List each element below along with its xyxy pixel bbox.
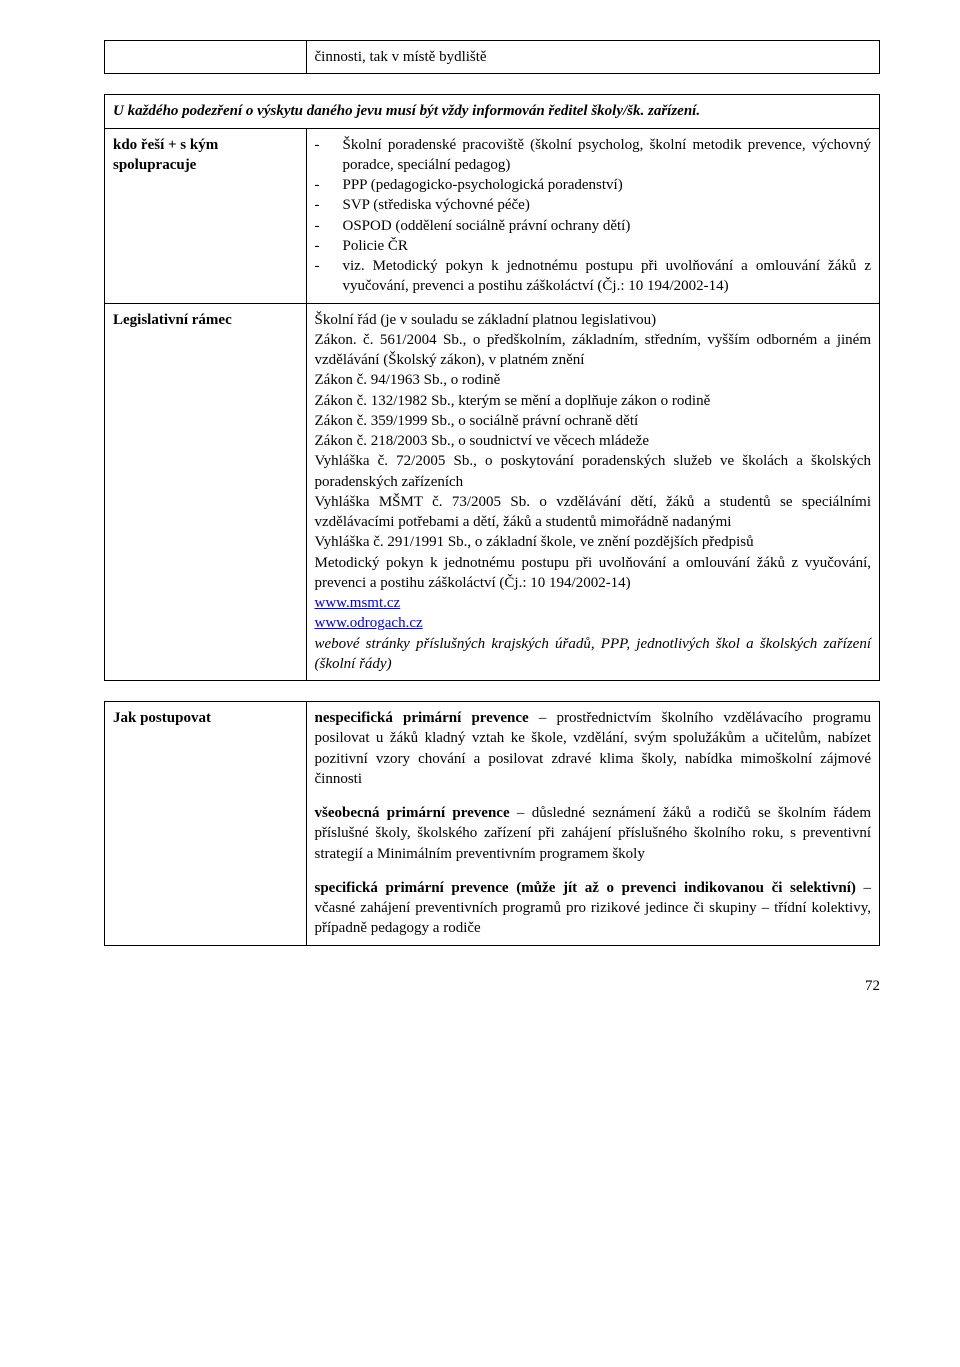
leg-line: Zákon č. 359/1999 Sb., o sociálně právní… xyxy=(315,411,872,431)
link-odrogach[interactable]: www.odrogach.cz xyxy=(315,615,423,631)
legislativa-label: Legislativní rámec xyxy=(105,303,307,681)
jak-para-3: specifická primární prevence (může jít a… xyxy=(315,878,872,939)
leg-link-line: www.odrogach.cz xyxy=(315,613,872,633)
list-item: Školní poradenské pracoviště (školní psy… xyxy=(315,135,872,176)
intro-text: U každého podezření o výskytu daného jev… xyxy=(113,103,700,119)
leg-line: Zákon č. 94/1963 Sb., o rodině xyxy=(315,370,872,390)
jak-para-1: nespecifická primární prevence – prostře… xyxy=(315,708,872,789)
leg-line: Zákon č. 218/2003 Sb., o soudnictví ve v… xyxy=(315,431,872,451)
list-item: Policie ČR xyxy=(315,236,872,256)
row-cinnosti-content: činnosti, tak v místě bydliště xyxy=(306,41,880,74)
leg-line: Zákon. č. 561/2004 Sb., o předškolním, z… xyxy=(315,330,872,371)
jak-para-1-lead: nespecifická primární prevence xyxy=(315,710,529,726)
doc-table-3: Jak postupovat nespecifická primární pre… xyxy=(104,701,880,946)
leg-line: Vyhláška č. 72/2005 Sb., o poskytování p… xyxy=(315,451,872,492)
list-item: OSPOD (oddělení sociálně právní ochrany … xyxy=(315,216,872,236)
list-item: viz. Metodický pokyn k jednotnému postup… xyxy=(315,256,872,297)
leg-line: Zákon č. 132/1982 Sb., kterým se mění a … xyxy=(315,391,872,411)
row-legislativa: Legislativní rámec Školní řád (je v soul… xyxy=(105,303,880,681)
list-item: PPP (pedagogicko-psychologická poradenst… xyxy=(315,175,872,195)
leg-line: Školní řád (je v souladu se základní pla… xyxy=(315,310,872,330)
doc-table-2: U každého podezření o výskytu daného jev… xyxy=(104,94,880,681)
row-cinnosti: činnosti, tak v místě bydliště xyxy=(105,41,880,74)
legislativa-content: Školní řád (je v souladu se základní pla… xyxy=(306,303,880,681)
jak-content: nespecifická primární prevence – prostře… xyxy=(306,702,880,946)
jak-para-2-lead: všeobecná primární prevence xyxy=(315,805,510,821)
jak-para-2: všeobecná primární prevence – důsledné s… xyxy=(315,803,872,864)
jak-label: Jak postupovat xyxy=(105,702,307,946)
leg-line-italic: webové stránky příslušných krajských úřa… xyxy=(315,634,872,675)
leg-link-line: www.msmt.cz xyxy=(315,593,872,613)
list-item: SVP (střediska výchovné péče) xyxy=(315,195,872,215)
link-msmt[interactable]: www.msmt.cz xyxy=(315,595,401,611)
row-kdo-resi: kdo řeší + s kým spolupracuje Školní por… xyxy=(105,128,880,303)
jak-para-3-lead: specifická primární prevence (může jít a… xyxy=(315,880,856,896)
intro-cell: U každého podezření o výskytu daného jev… xyxy=(105,95,880,128)
leg-line: Metodický pokyn k jednotnému postupu při… xyxy=(315,553,872,594)
row-jak-postupovat: Jak postupovat nespecifická primární pre… xyxy=(105,702,880,946)
row-cinnosti-label xyxy=(105,41,307,74)
row-intro: U každého podezření o výskytu daného jev… xyxy=(105,95,880,128)
page-number: 72 xyxy=(104,976,880,996)
kdo-resi-label: kdo řeší + s kým spolupracuje xyxy=(105,128,307,303)
doc-table-1: činnosti, tak v místě bydliště xyxy=(104,40,880,74)
leg-line: Vyhláška č. 291/1991 Sb., o základní ško… xyxy=(315,532,872,552)
leg-line: Vyhláška MŠMT č. 73/2005 Sb. o vzděláván… xyxy=(315,492,872,533)
kdo-resi-content: Školní poradenské pracoviště (školní psy… xyxy=(306,128,880,303)
kdo-resi-list: Školní poradenské pracoviště (školní psy… xyxy=(315,135,872,297)
